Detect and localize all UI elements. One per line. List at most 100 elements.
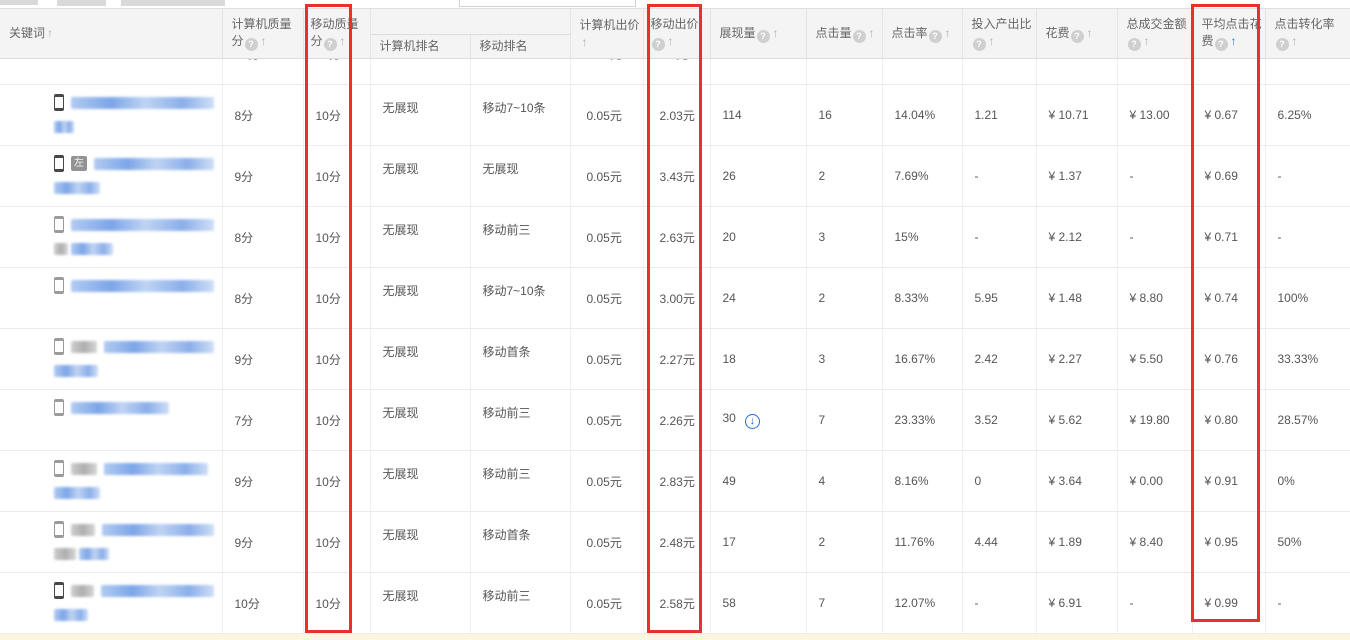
info-icon[interactable]: ?: [1214, 38, 1228, 51]
cell-cost: ¥ 5.62: [1036, 389, 1118, 451]
trend-down-circle-icon[interactable]: ↓: [744, 414, 760, 429]
keyword-cell[interactable]: [0, 328, 223, 390]
mobile-device-icon: [54, 277, 64, 294]
cell-gmv: ¥ 13.00: [1117, 84, 1193, 146]
sort-asc-icon: ↑: [1143, 34, 1150, 48]
redacted-keyword: [71, 523, 95, 536]
keyword-cell[interactable]: [0, 450, 223, 512]
redacted-keyword: [71, 279, 214, 292]
cell-roi: 0: [962, 450, 1037, 512]
cell-impressions: 114: [710, 84, 807, 146]
keyword-badge: 左: [71, 156, 87, 171]
sort-asc-icon: ↑: [47, 26, 54, 40]
info-icon[interactable]: ?: [1070, 29, 1084, 43]
info-icon[interactable]: ?: [756, 29, 770, 43]
cell-ctr: 12.07%: [882, 572, 963, 634]
cell-mobile-quality: 10分: [303, 511, 371, 573]
col-header-mobile-rank[interactable]: 移动排名: [470, 34, 571, 59]
redacted-keyword: [71, 242, 114, 255]
cell-pc-quality: 10分: [222, 572, 304, 634]
cell-clicks: 7: [806, 389, 883, 451]
col-header-mobile-quality[interactable]: 移动质量分? ↑: [303, 8, 371, 59]
sort-asc-icon: ↑: [944, 25, 951, 40]
cell-roi: -: [962, 206, 1037, 268]
col-header-pc-rank[interactable]: 计算机排名: [370, 34, 471, 59]
redacted-keyword: [71, 340, 97, 353]
redacted-keyword: [54, 486, 100, 499]
cell-conversion: 6.25%: [1265, 84, 1350, 146]
partial-cell: [962, 58, 1037, 85]
info-icon[interactable]: ?: [323, 38, 337, 51]
info-icon[interactable]: ?: [1127, 38, 1141, 51]
cell-mobile-rank: 移动首条: [470, 511, 571, 573]
col-header-ctr[interactable]: 点击率? ↑: [882, 8, 963, 59]
keyword-cell[interactable]: [0, 572, 223, 634]
cell-pc-quality: 8分: [222, 84, 304, 146]
keyword-cell[interactable]: [0, 84, 223, 146]
col-header-clicks[interactable]: 点击量? ↑: [806, 8, 883, 59]
keyword-cell[interactable]: [0, 389, 223, 451]
cell-impressions: 30 ↓: [710, 389, 807, 451]
col-header-keyword[interactable]: 关键词 ↑: [0, 8, 223, 59]
partial-cell: [882, 58, 963, 85]
mobile-device-icon: [54, 521, 64, 538]
mobile-device-icon: [54, 94, 64, 111]
cell-mobile-rank: 移动7~10条: [470, 267, 571, 329]
cell-conversion: -: [1265, 572, 1350, 634]
keyword-cell[interactable]: [0, 206, 223, 268]
partial-cell: [806, 58, 883, 85]
sort-asc-icon-active: ↑: [1230, 34, 1237, 48]
cell-impressions: 18: [710, 328, 807, 390]
info-icon[interactable]: ?: [928, 29, 942, 43]
cell-mobile-quality: 10分: [303, 206, 371, 268]
redacted-keyword: [100, 584, 214, 597]
keyword-cell[interactable]: [0, 267, 223, 329]
cell-mobile-bid: 2.03元: [643, 84, 711, 146]
info-icon[interactable]: ?: [651, 38, 665, 51]
cell-pc-bid: 0.05元: [570, 206, 644, 268]
col-header-cost[interactable]: 花费? ↑: [1036, 8, 1118, 59]
cell-pc-bid: 0.05元: [570, 450, 644, 512]
col-header-mobile-bid[interactable]: 移动出价? ↑: [643, 8, 711, 59]
info-icon[interactable]: ?: [1275, 38, 1289, 51]
col-header-impressions[interactable]: 展现量? ↑: [710, 8, 807, 59]
cell-roi: 2.42: [962, 328, 1037, 390]
cell-pc-quality: 7分: [222, 389, 304, 451]
redacted-keyword: [101, 523, 214, 536]
keyword-cell[interactable]: 左: [0, 145, 223, 207]
cell-cost: ¥ 1.89: [1036, 511, 1118, 573]
cell-mobile-rank: 移动前三: [470, 450, 571, 512]
mobile-device-icon: [54, 338, 64, 355]
info-icon[interactable]: ?: [852, 29, 866, 43]
cell-ctr: 16.67%: [882, 328, 963, 390]
redacted-keyword: [54, 181, 100, 194]
cell-pc-quality: 8分: [222, 267, 304, 329]
redacted-keyword: [79, 547, 110, 560]
cell-roi: -: [962, 572, 1037, 634]
col-header-conversion[interactable]: 点击转化率? ↑: [1265, 8, 1350, 59]
cell-conversion: 100%: [1265, 267, 1350, 329]
cell-clicks: 2: [806, 145, 883, 207]
info-icon[interactable]: ?: [972, 38, 986, 51]
cell-pc-quality: 9分: [222, 328, 304, 390]
cell-gmv: ¥ 5.50: [1117, 328, 1193, 390]
keyword-cell[interactable]: [0, 511, 223, 573]
cell-pc-rank: 无展现: [370, 450, 471, 512]
partially-scrolled-row: 10分 10分 0.05元 2.0元 ¥ 0.6 6%: [0, 58, 1350, 85]
info-icon[interactable]: ?: [244, 38, 258, 51]
col-header-gmv[interactable]: 总成交金额? ↑: [1117, 8, 1193, 59]
col-header-pc-bid[interactable]: 计算机出价 ↑: [570, 8, 644, 59]
col-header-pc-quality[interactable]: 计算机质量分? ↑: [222, 8, 304, 59]
col-header-avg-click-cost[interactable]: 平均点击花费? ↑: [1192, 8, 1266, 59]
cell-conversion: 0%: [1265, 450, 1350, 512]
table-row: 8分 10分 无展现 移动7~10条 0.05元 2.03元 114 16 14…: [0, 84, 1350, 146]
sort-asc-icon: ↑: [1291, 34, 1298, 48]
cell-clicks: 3: [806, 206, 883, 268]
cell-impressions: 20: [710, 206, 807, 268]
redacted-keyword: [103, 340, 214, 353]
cell-cost: ¥ 1.48: [1036, 267, 1118, 329]
cell-ctr: 14.04%: [882, 84, 963, 146]
col-header-roi[interactable]: 投入产出比? ↑: [962, 8, 1037, 59]
cell-mobile-rank: 移动前三: [470, 206, 571, 268]
cell-impressions: 26: [710, 145, 807, 207]
